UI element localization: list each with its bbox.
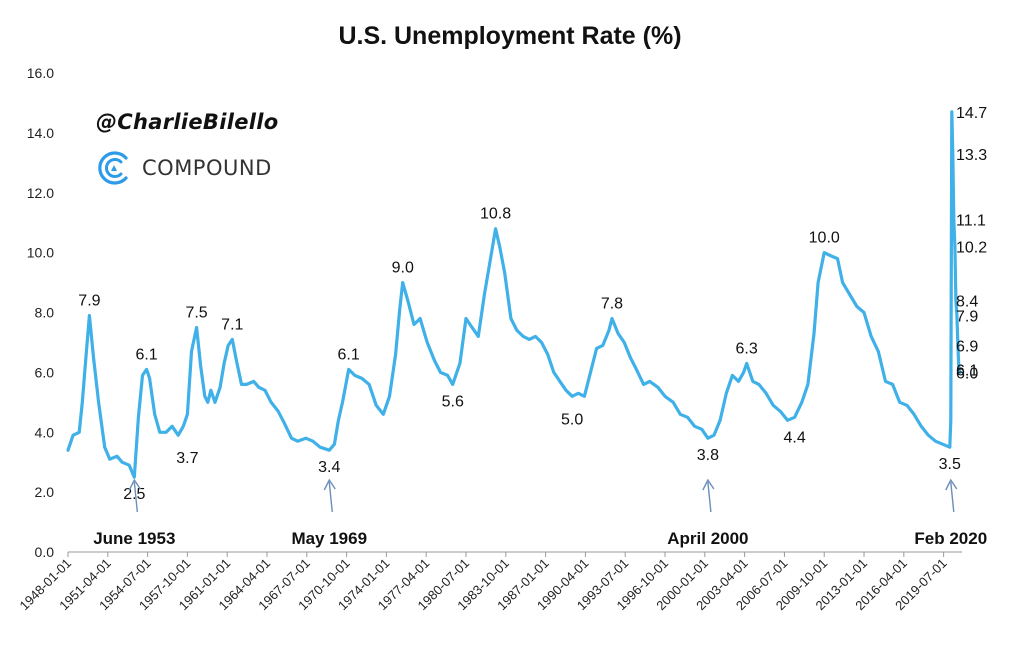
data-label: 6.9 <box>956 338 978 355</box>
y-tick-label: 2.0 <box>35 484 55 500</box>
data-label: 5.6 <box>442 393 464 410</box>
data-label: 3.5 <box>939 456 961 473</box>
data-label: 13.3 <box>956 147 987 164</box>
compound-logo: COMPOUND <box>96 150 272 186</box>
y-tick-label: 0.0 <box>35 544 55 560</box>
callout-arrow-head <box>128 478 141 491</box>
series-layer <box>66 110 962 479</box>
data-label: 3.7 <box>176 450 198 467</box>
data-label: 7.5 <box>185 304 207 321</box>
data-label: 2.5 <box>123 486 145 503</box>
data-label: 4.4 <box>784 429 806 446</box>
data-label: 6.0 <box>956 365 978 382</box>
data-label: 6.1 <box>338 346 360 363</box>
chart-title: U.S. Unemployment Rate (%) <box>338 22 681 50</box>
data-label: 3.8 <box>697 447 719 464</box>
data-label: 6.1 <box>135 346 157 363</box>
y-tick-label: 14.0 <box>27 125 54 141</box>
data-label: 7.9 <box>956 308 978 325</box>
callout-arrow-head <box>945 478 958 491</box>
data-label: 3.4 <box>318 459 340 476</box>
data-label: 6.1 <box>956 362 978 379</box>
data-label: 6.3 <box>736 340 758 357</box>
y-tick-label: 8.0 <box>35 305 55 321</box>
data-label: 10.2 <box>956 240 987 257</box>
data-label: 8.4 <box>956 294 978 311</box>
callout-label: May 1969 <box>291 529 367 548</box>
y-tick-label: 12.0 <box>27 185 54 201</box>
callout-label: April 2000 <box>667 529 748 548</box>
data-labels: 7.9 2.5 6.1 3.7 7.5 7.1 3.4 6.1 9.0 5.6 10.8 5.0 7.8… <box>78 105 987 503</box>
data-label: 5.0 <box>561 411 583 428</box>
y-tick-label: 4.0 <box>35 424 55 440</box>
callout-arrow <box>133 481 139 513</box>
callout-label: Feb 2020 <box>914 529 987 548</box>
callouts: June 1953 May 1969 April 2000 Feb 2020 <box>93 478 987 548</box>
data-label: 10.8 <box>480 206 511 223</box>
callout-arrow <box>707 481 712 513</box>
data-label: 11.1 <box>956 213 986 230</box>
series-line-0 <box>66 110 962 479</box>
company-name: COMPOUND <box>142 156 272 180</box>
data-label: 7.9 <box>78 292 100 309</box>
y-tick-label: 10.0 <box>27 245 54 261</box>
data-label: 14.7 <box>956 105 987 122</box>
callout-arrow <box>328 481 333 513</box>
author-handle: @CharlieBilello <box>96 110 279 134</box>
data-label: 7.8 <box>601 295 623 312</box>
y-tick-label: 6.0 <box>35 364 55 380</box>
data-label: 10.0 <box>809 230 840 247</box>
y-tick-label: 16.0 <box>27 65 54 81</box>
compound-logo-icon <box>98 151 128 185</box>
callout-arrow-head <box>702 478 715 491</box>
data-label: 9.0 <box>392 260 414 277</box>
callout-arrow-head <box>323 478 336 491</box>
callout-arrow <box>950 481 955 513</box>
callout-label: June 1953 <box>93 529 175 548</box>
branding: @CharlieBilello <box>96 110 279 134</box>
data-label: 7.1 <box>221 316 243 333</box>
